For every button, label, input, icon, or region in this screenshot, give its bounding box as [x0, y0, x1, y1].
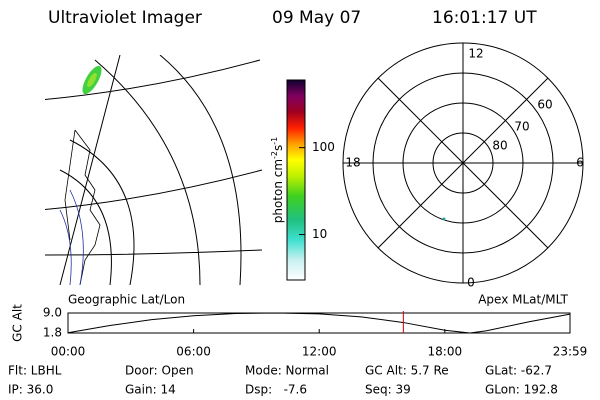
x-tick-label: 00:00: [51, 345, 86, 359]
y-tick-label: 9.0: [43, 306, 62, 320]
colorbar: [286, 79, 306, 281]
lat-label: 80: [492, 139, 507, 153]
polar-plot: [342, 42, 584, 284]
status-field: GC Alt: 5.7 Re: [365, 364, 449, 378]
x-tick-label: 06:00: [176, 345, 211, 359]
x-tick-label: 12:00: [302, 345, 337, 359]
lat-label: 70: [514, 120, 529, 134]
altitude-line: [67, 312, 571, 334]
mlt-label: 6: [576, 156, 584, 170]
status-field: Gain: 14: [125, 383, 176, 397]
map: [45, 55, 263, 285]
mlt-label: 0: [467, 276, 475, 290]
status-field: Flt: LBHL: [8, 364, 62, 378]
colorbar-label: photon cm-2s-1: [270, 137, 285, 224]
axis-label: GC Alt: [11, 304, 25, 342]
colorbar-tick-label: 100: [312, 140, 335, 154]
mlt-label: 12: [468, 47, 483, 61]
mlt-label: 18: [345, 156, 360, 170]
x-tick-label: 23:59: [553, 345, 588, 359]
status-field: Mode: Normal: [245, 364, 329, 378]
caption: Geographic Lat/Lon: [68, 293, 185, 307]
status-field: GLat: -62.7: [485, 364, 552, 378]
status-field: IP: 36.0: [8, 383, 53, 397]
status-field: Dsp: -7.6: [245, 383, 307, 397]
status-field: Door: Open: [125, 364, 194, 378]
caption: Apex MLat/MLT: [478, 293, 568, 307]
status-field: Seq: 39: [365, 383, 411, 397]
colorbar-tick-label: 10: [312, 227, 327, 241]
title: Ultraviolet Imager: [48, 8, 202, 28]
y-tick-label: 1.8: [43, 326, 62, 340]
time: 16:01:17 UT: [432, 8, 537, 28]
status-field: GLon: 192.8: [485, 383, 558, 397]
x-tick-label: 18:00: [428, 345, 463, 359]
date: 09 May 07: [272, 8, 361, 28]
lat-label: 60: [537, 98, 552, 112]
